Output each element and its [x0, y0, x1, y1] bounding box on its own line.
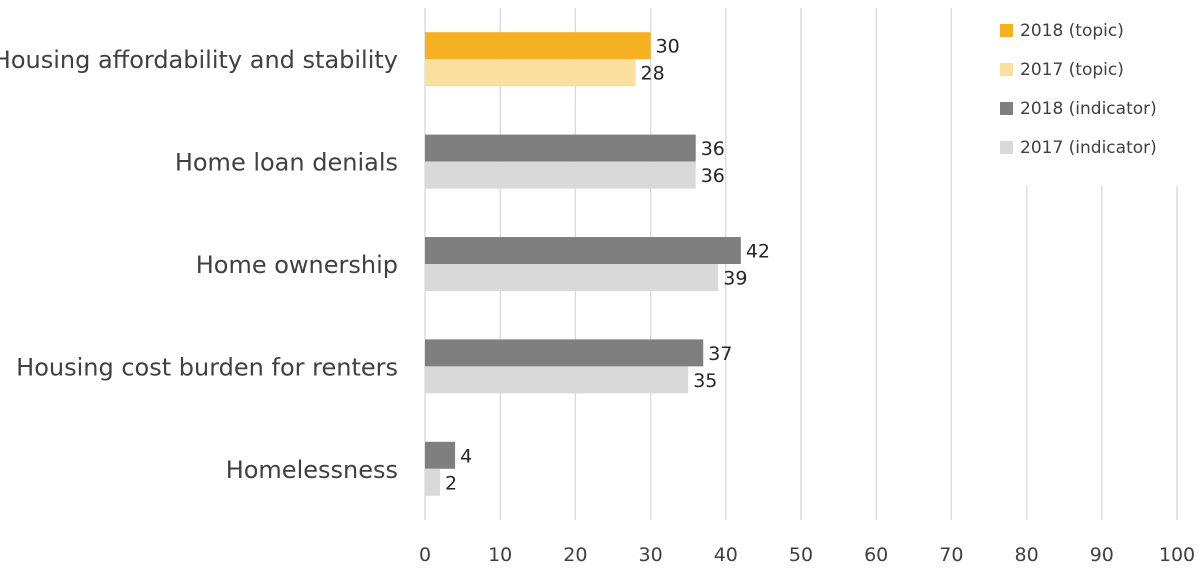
- bar-homelessness-2017-indicator: [425, 468, 441, 496]
- legend-label-2018-indicator: 2018 (indicator): [1020, 99, 1157, 119]
- x-axis-ticks: 0 10 20 30 40 50 60 70 80 90 100: [419, 544, 1195, 566]
- legend-label-2018-topic: 2018 (topic): [1020, 21, 1124, 41]
- data-label-homelessness-2017-indicator: 2: [445, 472, 457, 494]
- x-tick-label-10: 10: [488, 544, 512, 566]
- legend-swatch-2018-indicator: [1000, 102, 1013, 115]
- category-label-housing-affordability-and-stability: Housing affordability and stability: [0, 46, 398, 74]
- x-tick-label-40: 40: [714, 544, 738, 566]
- data-label-housing-cost-burden-for-renters-2018-indicator: 37: [708, 343, 732, 365]
- x-tick-label-80: 80: [1015, 544, 1039, 566]
- legend-background: [990, 8, 1180, 186]
- bar-housing-affordability-and-stability-2018-topic: [425, 32, 651, 60]
- legend-swatch-2017-indicator: [1000, 141, 1013, 154]
- bar-home-loan-denials-2017-indicator: [425, 161, 696, 189]
- bar-housing-cost-burden-for-renters-2018-indicator: [425, 339, 704, 367]
- bars: [425, 32, 741, 496]
- data-label-home-loan-denials-2018-indicator: 36: [701, 138, 725, 160]
- data-label-home-loan-denials-2017-indicator: 36: [701, 165, 725, 187]
- x-tick-label-70: 70: [939, 544, 963, 566]
- x-tick-label-20: 20: [563, 544, 587, 566]
- category-label-housing-cost-burden-for-renters: Housing cost burden for renters: [16, 353, 398, 381]
- x-tick-label-90: 90: [1090, 544, 1114, 566]
- legend-label-2017-indicator: 2017 (indicator): [1020, 138, 1157, 158]
- category-label-home-loan-denials: Home loan denials: [175, 149, 398, 177]
- bar-home-loan-denials-2018-indicator: [425, 134, 696, 162]
- category-labels: Housing affordability and stability Home …: [0, 46, 398, 484]
- legend-swatch-2018-topic: [1000, 24, 1013, 37]
- bar-housing-affordability-and-stability-2017-topic: [425, 59, 636, 87]
- bar-homelessness-2018-indicator: [425, 441, 456, 469]
- data-label-home-ownership-2018-indicator: 42: [746, 241, 770, 263]
- data-label-housing-affordability-and-stability-2018-topic: 30: [656, 36, 680, 58]
- x-tick-label-100: 100: [1159, 544, 1195, 566]
- legend-swatch-2017-topic: [1000, 63, 1013, 76]
- data-label-home-ownership-2017-indicator: 39: [723, 268, 747, 290]
- x-tick-label-0: 0: [419, 544, 431, 566]
- x-tick-label-60: 60: [864, 544, 888, 566]
- legend: 2018 (topic) 2017 (topic) 2018 (indicator)…: [990, 8, 1180, 186]
- data-label-housing-affordability-and-stability-2017-topic: 28: [641, 63, 665, 85]
- category-label-home-ownership: Home ownership: [196, 251, 398, 279]
- category-label-homelessness: Homelessness: [226, 456, 398, 484]
- bar-home-ownership-2018-indicator: [425, 237, 741, 264]
- data-labels: 30 28 36 36 42 39 37 35 42: [445, 36, 770, 495]
- bar-housing-cost-burden-for-renters-2017-indicator: [425, 366, 689, 394]
- legend-label-2017-topic: 2017 (topic): [1020, 60, 1124, 80]
- bar-home-ownership-2017-indicator: [425, 264, 719, 291]
- data-label-housing-cost-burden-for-renters-2017-indicator: 35: [693, 370, 717, 392]
- data-label-homelessness-2018-indicator: 4: [460, 445, 472, 467]
- x-tick-label-50: 50: [789, 544, 813, 566]
- x-tick-label-30: 30: [639, 544, 663, 566]
